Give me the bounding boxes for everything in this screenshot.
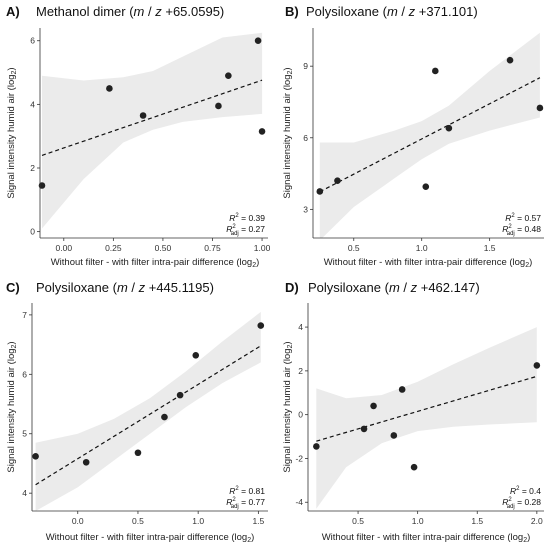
y-tick-label: 6 [303,133,308,143]
x-tick-label: 0.5 [132,516,144,526]
panel-title: Polysiloxane (m / z +371.101) [306,4,478,19]
x-tick-label: 1.00 [254,243,271,253]
confidence-band [35,311,261,511]
panel-1: A) Methanol dimer (m / z +65.0595) 0.00 0.2… [6,4,271,269]
data-point [316,188,324,195]
adjusted-r-squared-label: R2 adj = 0.27 [226,224,265,237]
y-tick-label: 4 [298,322,303,332]
y-tick-label: 3 [303,204,308,214]
data-point [410,463,418,471]
confidence-band [316,327,537,509]
panel-title: Methanol dimer (m / z +65.0595) [36,4,224,19]
x-tick-label: 1.0 [416,243,428,253]
x-tick-label: 0.00 [56,243,73,253]
data-point [82,458,90,466]
y-tick-label: 4 [22,488,27,498]
data-point [257,322,265,329]
panel-letter: C) [6,280,20,295]
panel-3: C) Polysiloxane (m / z +445.1195) 0.0 0.5 1.… [6,280,268,544]
x-axis-title: Without filter - with filter intra-pair … [51,257,260,269]
y-tick-label: 7 [22,310,27,320]
adjusted-r-squared-label: R2 adj = 0.28 [502,497,541,510]
panel-2: B) Polysiloxane (m / z +371.101) 0.5 1.0 1.5… [282,4,544,269]
data-point [398,386,406,393]
data-point [32,453,39,460]
regression-line [319,77,541,193]
x-tick-label: 0.25 [105,243,122,253]
x-tick-label: 1.0 [192,516,204,526]
regression-line [316,375,538,442]
data-point [215,102,222,110]
data-point [360,425,368,433]
y-axis-title: Signal intensity humid air (log2) [282,341,294,472]
x-tick-label: 0.0 [72,516,84,526]
data-point [506,56,514,64]
y-axis-title: Signal intensity humid air (log2) [6,341,18,472]
y-axis-title: Signal intensity humid air (log2) [282,67,294,198]
y-tick-label: -2 [295,453,303,463]
r-squared-label: R2 = 0.4 [510,486,541,496]
x-axis-title: Without filter - with filter intra-pair … [46,532,255,544]
data-point [431,67,439,75]
data-point [106,85,113,92]
adjusted-r-squared-label: R2 adj = 0.48 [502,224,541,237]
r-squared-label: R2 = 0.39 [229,213,265,223]
regression-line [41,79,263,156]
data-point [313,443,320,450]
y-tick-label: -4 [295,497,303,507]
data-point [533,362,541,369]
data-point [225,72,232,80]
r-squared-label: R2 = 0.57 [505,213,541,223]
y-tick-label: 6 [30,36,35,46]
r-squared-label: R2 = 0.81 [229,486,265,496]
x-tick-label: 1.5 [252,516,264,526]
y-tick-label: 5 [22,429,27,439]
x-tick-label: 0.5 [352,516,364,526]
data-point [390,432,398,439]
panel-letter: A) [6,4,20,19]
data-point [334,177,341,185]
y-tick-label: 0 [30,227,35,237]
panel-letter: D) [285,280,299,295]
y-tick-label: 2 [30,163,35,173]
data-point [258,128,266,135]
data-point [139,112,147,119]
x-tick-label: 0.75 [204,243,221,253]
x-tick-label: 1.5 [484,243,496,253]
y-tick-label: 2 [298,366,303,376]
y-tick-label: 6 [22,369,27,379]
data-point [422,183,430,190]
x-tick-label: 1.5 [471,516,483,526]
adjusted-r-squared-label: R2 adj = 0.77 [226,497,265,510]
data-point [161,413,168,421]
panel-4: D) Polysiloxane (m / z +462.147) 0.5 1.0 1.5… [282,280,544,544]
data-point [445,124,453,132]
x-tick-label: 0.5 [348,243,360,253]
data-point [370,402,377,410]
confidence-band [42,32,263,229]
x-axis-title: Without filter - with filter intra-pair … [324,257,533,269]
data-point [134,449,142,457]
x-tick-label: 2.0 [531,516,543,526]
x-tick-label: 1.0 [412,516,424,526]
panel-letter: B) [285,4,299,19]
panel-title: Polysiloxane (m / z +462.147) [308,280,480,295]
data-point [536,104,544,112]
panel-title: Polysiloxane (m / z +445.1195) [36,280,214,295]
regression-line [35,345,262,486]
y-tick-label: 4 [30,99,35,109]
confidence-band [319,32,540,238]
y-axis-title: Signal intensity humid air (log2) [6,67,18,198]
data-point [192,351,200,359]
x-axis-title: Without filter - with filter intra-pair … [322,532,531,544]
data-point [254,37,262,45]
y-tick-label: 0 [298,410,303,420]
x-tick-label: 0.50 [155,243,172,253]
y-tick-label: 9 [303,61,308,71]
data-point [176,391,184,399]
